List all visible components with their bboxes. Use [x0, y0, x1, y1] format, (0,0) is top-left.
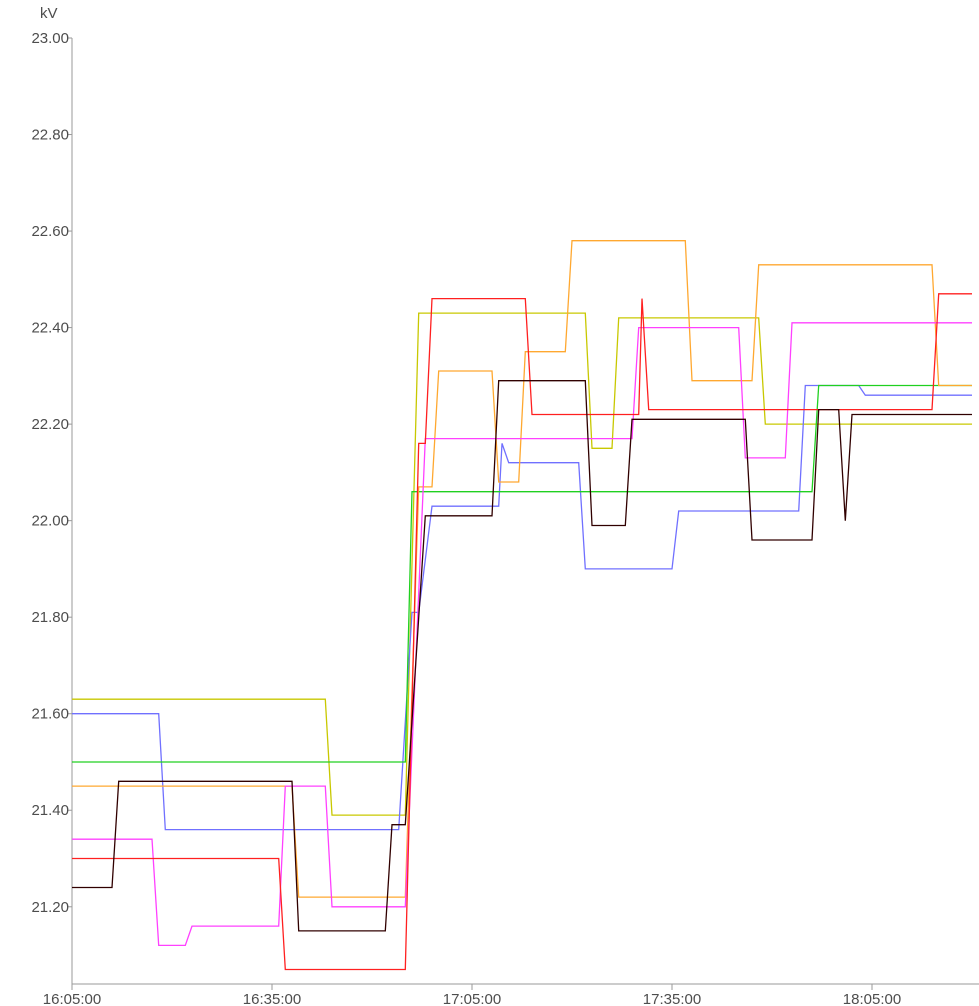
x-tick-label: 16:05:00 [43, 991, 101, 1006]
series-line-4 [72, 240, 972, 898]
series-line-5 [72, 322, 972, 947]
y-tick-labels: 23.00 22.80 22.60 22.40 22.20 22.00 21.80 21.60… [31, 30, 72, 916]
y-tick-label: 21.80 [31, 609, 69, 626]
y-tick-label: 22.60 [31, 223, 69, 240]
y-unit-label: kV [40, 5, 58, 22]
y-tick-label: 21.20 [31, 899, 69, 916]
x-tick-label: 18:05:00 [843, 991, 901, 1006]
y-tick-label: 22.40 [31, 320, 69, 337]
y-tick-label: 23.00 [31, 30, 69, 47]
series-line-2 [72, 384, 972, 831]
y-tick-label: 21.40 [31, 802, 69, 819]
x-tick-label: 16:35:00 [243, 991, 301, 1006]
y-tick-label: 22.20 [31, 416, 69, 433]
series-line-1 [72, 312, 972, 816]
series-line-7 [72, 380, 972, 932]
x-tick-label: 17:35:00 [643, 991, 701, 1006]
y-tick-label: 21.60 [31, 706, 69, 723]
series-layer [72, 240, 972, 971]
x-tick-labels: 16:05:00 16:35:00 17:05:00 17:35:00 18:05:00 [43, 984, 901, 1006]
series-line-6 [72, 293, 972, 971]
y-tick-label: 22.00 [31, 513, 69, 530]
y-tick-label: 22.80 [31, 127, 69, 144]
x-tick-label: 17:05:00 [443, 991, 501, 1006]
series-line-3 [72, 384, 972, 763]
